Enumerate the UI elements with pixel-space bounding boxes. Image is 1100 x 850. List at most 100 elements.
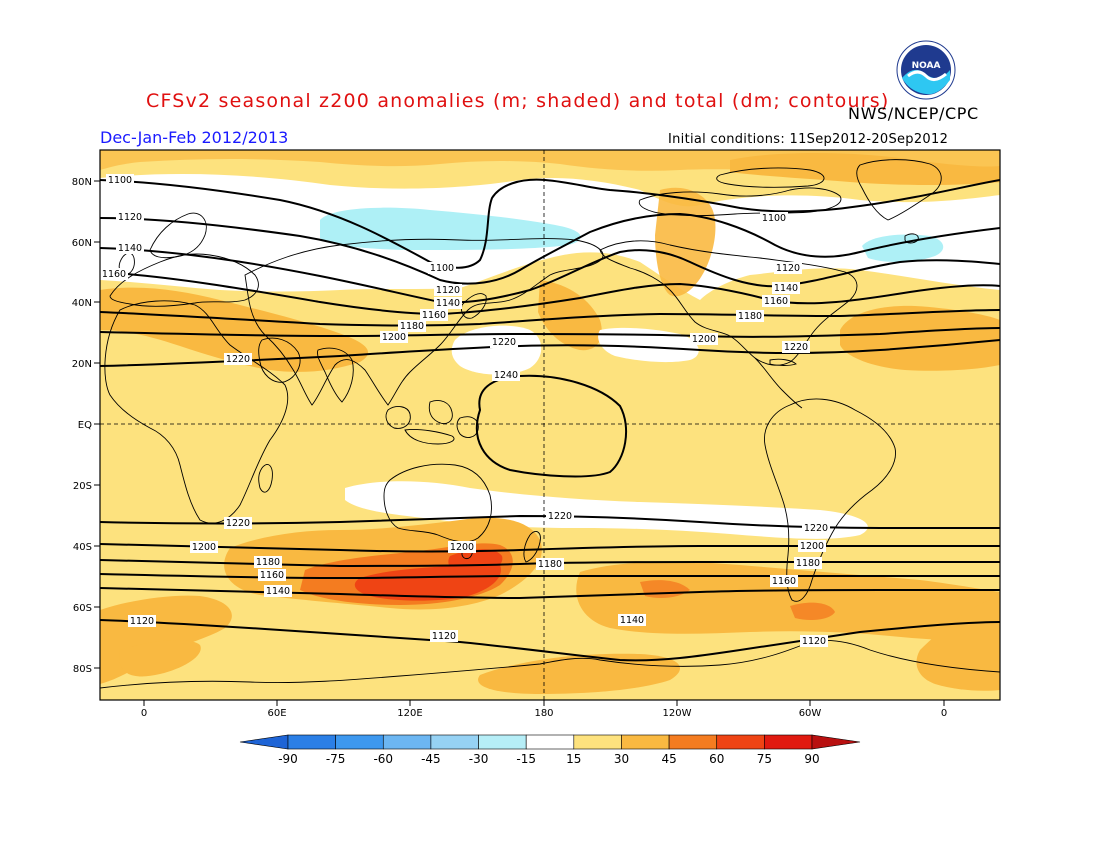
- contour-label-1220-b: 1220: [492, 337, 516, 348]
- contour-1120-sh: [100, 619, 1000, 662]
- lat-label-40s: 40S: [73, 542, 92, 553]
- colorbar-box: [525, 734, 575, 750]
- colorbar-label: 60: [709, 752, 724, 766]
- contour-label-1200-d: 1200: [450, 542, 474, 553]
- colorbar-box: [287, 734, 336, 750]
- svg-text:NOAA: NOAA: [912, 61, 941, 71]
- anomaly-orange-greenland: [730, 153, 1000, 185]
- colorbar-label: -90: [278, 752, 298, 766]
- colorbar-box: [430, 734, 479, 750]
- contour-label-1140-d: 1140: [266, 586, 290, 597]
- anomaly-orange-southamerica: [790, 602, 835, 620]
- forecast-period: Dec-Jan-Feb 2012/2013: [100, 128, 289, 147]
- contour-label-1200-e: 1200: [800, 541, 824, 552]
- lat-label-40n: 40N: [72, 298, 92, 309]
- lat-label-80n: 80N: [72, 177, 92, 188]
- lat-label-60s: 60S: [73, 603, 92, 614]
- colorbar-label: 90: [804, 752, 819, 766]
- colorbar-box: [335, 734, 384, 750]
- colorbar-label: -15: [516, 752, 536, 766]
- lon-label-120w: 120W: [663, 708, 692, 719]
- contour-label-1180-a: 1180: [400, 321, 424, 332]
- contour-label-1120-e: 1120: [432, 631, 456, 642]
- anomaly-field: 1100 1120 1140 1160 1100 1120 1140 1160 …: [100, 150, 1000, 700]
- contour-label-1240: 1240: [494, 370, 518, 381]
- lon-label-60e: 60E: [267, 708, 286, 719]
- contour-label-1220-d: 1220: [226, 518, 250, 529]
- colorbar-box: [668, 734, 718, 750]
- contour-label-1160-d: 1160: [260, 570, 284, 581]
- colorbar-label: 15: [566, 752, 581, 766]
- colorbar-label: -45: [421, 752, 441, 766]
- contour-label-1120-a: 1120: [118, 212, 142, 223]
- colorbar-label: -30: [469, 752, 489, 766]
- agency-label: NWS/NCEP/CPC: [848, 104, 979, 123]
- contour-label-1120-b: 1120: [436, 285, 460, 296]
- anomaly-orange-band-sh2: [576, 561, 1000, 641]
- contour-1160: [100, 271, 1000, 316]
- colorbar-box: [716, 734, 765, 750]
- contour-label-1160-b: 1160: [422, 310, 446, 321]
- contour-label-group: 1100 1120 1140 1160 1100 1120 1140 1160 …: [100, 174, 830, 647]
- contour-label-1100-b: 1100: [430, 263, 454, 274]
- colorbar-box: [478, 734, 527, 750]
- colorbar-box: [621, 734, 670, 750]
- initial-conditions: Initial conditions: 11Sep2012-20Sep2012: [668, 132, 949, 147]
- anomaly-orange-nepac: [538, 280, 602, 351]
- contour-1100: [100, 178, 1000, 269]
- contour-label-1220-c: 1220: [784, 342, 808, 353]
- lat-label-eq: EQ: [78, 420, 92, 431]
- lat-label-60n: 60N: [72, 238, 92, 249]
- contour-label-1160-c: 1160: [764, 296, 788, 307]
- longitude-axis: 0 60E 120E 180 120W 60W 0: [141, 700, 947, 719]
- contour-label-1160-e: 1160: [772, 576, 796, 587]
- contour-1220: [100, 339, 1000, 367]
- colorbar-label: 75: [757, 752, 772, 766]
- noaa-logo-icon: NOAA: [896, 40, 956, 100]
- contour-1140: [100, 247, 1000, 304]
- anomaly-white-pacific2: [598, 327, 699, 363]
- lat-label-80s: 80S: [73, 664, 92, 675]
- contour-label-1100-c: 1100: [762, 213, 786, 224]
- contour-label-1180-c: 1180: [256, 557, 280, 568]
- colorbar-arrow-high: [811, 734, 861, 750]
- contour-label-1100-a: 1100: [108, 175, 132, 186]
- contour-label-1120-d: 1120: [130, 616, 154, 627]
- contour-label-1140-e: 1140: [620, 615, 644, 626]
- colorbar-box: [382, 734, 432, 750]
- anomaly-orange-east: [916, 598, 1000, 691]
- contour-1220-sh: [100, 514, 1000, 529]
- contour-label-1220-e: 1220: [548, 511, 572, 522]
- contour-label-1200-b: 1200: [692, 334, 716, 345]
- contour-1180-sh: [100, 559, 1000, 568]
- contour-label-1160-a: 1160: [102, 269, 126, 280]
- lon-label-0-east: 0: [941, 708, 947, 719]
- contour-1180: [100, 309, 1000, 327]
- colorbar-label: 30: [614, 752, 629, 766]
- lon-label-0-west: 0: [141, 708, 147, 719]
- contour-label-1200-c: 1200: [192, 542, 216, 553]
- map-frame: [99, 149, 1001, 701]
- anomaly-red-core2: [448, 549, 503, 576]
- contour-label-1180-b: 1180: [738, 311, 762, 322]
- colorbar-label: 45: [661, 752, 676, 766]
- colorbar-box: [573, 734, 622, 750]
- contour-1200-sh: [100, 543, 1000, 553]
- contour-label-1200-a: 1200: [382, 332, 406, 343]
- colorbar-label: -60: [373, 752, 393, 766]
- anomaly-orange-pacsh: [119, 639, 201, 677]
- chart-title: CFSv2 seasonal z200 anomalies (m; shaded…: [146, 90, 890, 112]
- contour-label-1120-c: 1120: [776, 263, 800, 274]
- contour-label-1120-f: 1120: [802, 636, 826, 647]
- anomaly-orange-atlantic-nh: [840, 305, 1000, 371]
- lon-label-120e: 120E: [397, 708, 422, 719]
- anomaly-orange-subtropics-nh: [100, 287, 369, 372]
- contour-1200: [100, 327, 1000, 338]
- contour-label-1180-e: 1180: [796, 558, 820, 569]
- anomaly-white-pacific: [451, 325, 542, 375]
- lon-label-180: 180: [534, 708, 553, 719]
- lat-label-20n: 20N: [72, 359, 92, 370]
- contour-1120: [100, 212, 1000, 285]
- contour-label-1220-a: 1220: [226, 354, 250, 365]
